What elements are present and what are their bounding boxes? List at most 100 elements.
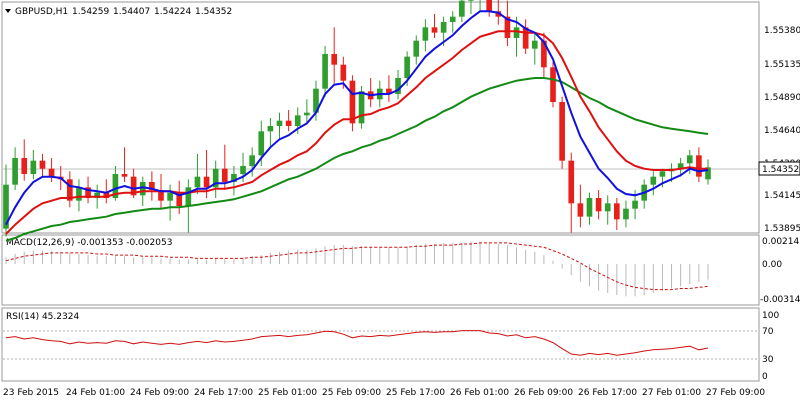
bearish-candle bbox=[158, 190, 164, 201]
bullish-candle bbox=[632, 200, 638, 209]
bearish-candle bbox=[85, 187, 91, 198]
bullish-candle bbox=[650, 176, 657, 185]
moving-averages bbox=[5, 10, 709, 242]
bullish-candle bbox=[468, 0, 474, 1]
rsi-panel bbox=[1, 307, 760, 382]
bullish-candle bbox=[94, 192, 100, 198]
current-price-label: 1.54352 bbox=[762, 165, 799, 175]
macd-signal-line bbox=[5, 242, 709, 291]
bullish-candle bbox=[304, 112, 310, 116]
bullish-candle bbox=[322, 54, 328, 89]
time-tick: 25 Feb 09:00 bbox=[322, 388, 381, 398]
bearish-candle bbox=[149, 182, 155, 190]
time-tick: 25 Feb 01:00 bbox=[258, 388, 317, 398]
bearish-candle bbox=[522, 27, 529, 49]
bearish-candle bbox=[541, 40, 547, 68]
bullish-candle bbox=[705, 167, 711, 180]
bullish-candle bbox=[194, 176, 201, 188]
bullish-candle bbox=[240, 166, 246, 174]
time-tick: 24 Feb 01:00 bbox=[66, 388, 125, 398]
time-tick: 27 Feb 01:00 bbox=[642, 388, 701, 398]
bearish-candle bbox=[431, 27, 438, 33]
bullish-candle bbox=[12, 158, 18, 185]
price-tick: 1.55135 bbox=[764, 60, 800, 70]
bearish-candle bbox=[486, 0, 493, 12]
bearish-candle bbox=[504, 16, 511, 38]
bullish-candle bbox=[30, 160, 37, 174]
bearish-candle bbox=[495, 11, 502, 17]
bullish-candle bbox=[440, 22, 447, 33]
bullish-candle bbox=[212, 168, 219, 188]
macd-tick: 0.002145 bbox=[762, 237, 800, 247]
current-price-box bbox=[758, 161, 800, 176]
price-tick: 1.54145 bbox=[764, 191, 800, 201]
macd-signal bbox=[5, 242, 709, 291]
bearish-candle bbox=[595, 198, 602, 212]
rsi-tick: 70 bbox=[762, 327, 774, 337]
price-tick: 1.54640 bbox=[764, 126, 800, 136]
bullish-candle bbox=[623, 208, 629, 220]
price-tick: 1.55380 bbox=[764, 26, 800, 36]
open-value: 1.54259 bbox=[72, 7, 109, 17]
bullish-candle bbox=[3, 184, 9, 229]
time-tick: 26 Feb 17:00 bbox=[578, 388, 637, 398]
macd-tick: -0.003145 bbox=[760, 295, 800, 305]
price-panel-header: GBPUSD,H1 1.54259 1.54407 1.54224 1.5435… bbox=[5, 7, 232, 17]
bearish-candle bbox=[568, 160, 575, 204]
time-tick: 26 Feb 09:00 bbox=[514, 388, 573, 398]
macd-label: MACD(12,26,9) -0.001353 -0.002053 bbox=[6, 238, 172, 248]
time-tick: 26 Feb 01:00 bbox=[450, 388, 509, 398]
bullish-candle bbox=[422, 27, 429, 41]
time-tick: 24 Feb 17:00 bbox=[194, 388, 253, 398]
rsi-tick: 30 bbox=[762, 355, 774, 365]
bullish-candle bbox=[404, 56, 410, 78]
collapse-triangle-icon[interactable] bbox=[5, 9, 11, 13]
bullish-candle bbox=[531, 40, 538, 49]
bullish-candle bbox=[395, 78, 401, 94]
bullish-candle bbox=[358, 91, 365, 124]
bullish-candle bbox=[677, 163, 684, 169]
price-axis: 1.55380 1.55135 1.54890 1.54640 1.54390 … bbox=[758, 26, 800, 234]
bearish-candle bbox=[559, 102, 565, 161]
bullish-candle bbox=[449, 16, 456, 22]
bullish-candle bbox=[185, 187, 192, 206]
rsi-label: RSI(14) 45.2324 bbox=[6, 312, 79, 322]
bearish-candle bbox=[696, 155, 702, 177]
bearish-candle bbox=[614, 203, 620, 220]
bullish-candle bbox=[313, 88, 319, 113]
candlesticks bbox=[3, 0, 711, 237]
macd-axis: 0.002145 0.00 -0.003145 bbox=[760, 237, 800, 305]
bullish-candle bbox=[413, 40, 420, 57]
price-tick: 1.53895 bbox=[764, 224, 800, 234]
rsi-line bbox=[5, 330, 709, 356]
ema-mid-line bbox=[5, 30, 708, 235]
bearish-candle bbox=[203, 176, 210, 188]
price-tick: 1.54890 bbox=[764, 93, 800, 103]
bullish-candle bbox=[459, 0, 465, 17]
ema-fast-line bbox=[5, 10, 709, 226]
bearish-candle bbox=[39, 160, 46, 169]
time-tick: 27 Feb 09:00 bbox=[706, 388, 765, 398]
bearish-candle bbox=[121, 174, 128, 177]
bullish-candle bbox=[139, 182, 146, 196]
bullish-candle bbox=[112, 174, 119, 198]
rsi-tick: 0 bbox=[762, 372, 768, 382]
ema-slow-line bbox=[5, 77, 709, 242]
bullish-candle bbox=[294, 115, 301, 126]
bearish-candle bbox=[331, 54, 338, 65]
bearish-candle bbox=[386, 88, 392, 94]
time-axis: 23 Feb 2015 24 Feb 01:00 24 Feb 09:00 24… bbox=[3, 388, 765, 398]
bearish-candle bbox=[285, 120, 292, 126]
bullish-candle bbox=[686, 155, 693, 164]
bearish-candle bbox=[349, 80, 356, 124]
bullish-candle bbox=[76, 187, 82, 201]
bearish-candle bbox=[21, 158, 28, 174]
bearish-candle bbox=[577, 203, 584, 217]
bullish-candle bbox=[231, 174, 237, 182]
bullish-candle bbox=[267, 126, 274, 132]
bearish-candle bbox=[48, 168, 55, 177]
low-value: 1.54224 bbox=[154, 7, 191, 17]
bearish-candle bbox=[176, 192, 183, 206]
close-value: 1.54352 bbox=[195, 7, 232, 17]
